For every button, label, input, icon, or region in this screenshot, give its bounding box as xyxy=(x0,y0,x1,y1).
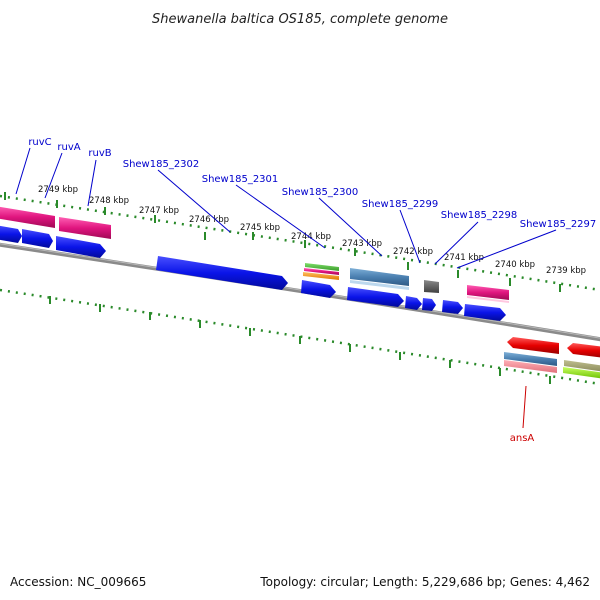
kbp-label: 2745 kbp xyxy=(240,223,280,233)
feature-block-lightpink[interactable] xyxy=(467,296,509,303)
kbp-label: 2741 kbp xyxy=(444,253,484,263)
cds-arrow-forward[interactable] xyxy=(422,298,436,311)
cds-arrow-forward[interactable] xyxy=(156,256,288,290)
feature-block-pink[interactable] xyxy=(304,268,339,275)
kbp-label: 2743 kbp xyxy=(342,239,382,249)
highlight-gene-label[interactable]: ansA xyxy=(510,433,535,444)
gene-label[interactable]: Shew185_2300 xyxy=(282,187,359,198)
feature-block-gray[interactable] xyxy=(424,280,439,293)
feature-block-pink[interactable] xyxy=(467,285,509,300)
gene-label[interactable]: Shew185_2301 xyxy=(202,174,279,185)
feature-block-orange[interactable] xyxy=(303,272,339,280)
genome-backbone xyxy=(0,242,600,342)
gene-label[interactable]: Shew185_2297 xyxy=(520,219,597,230)
feature-block-steel[interactable] xyxy=(504,352,557,366)
feature-block-olive[interactable] xyxy=(564,360,600,372)
gene-label[interactable]: ruvC xyxy=(28,137,51,148)
gene-label[interactable]: Shew185_2299 xyxy=(362,199,439,210)
kbp-label: 2744 kbp xyxy=(291,232,331,242)
cds-arrow-forward[interactable] xyxy=(0,225,22,243)
gene-label[interactable]: ruvB xyxy=(88,148,111,159)
kbp-label: 2742 kbp xyxy=(393,247,433,257)
gene-label[interactable]: Shew185_2298 xyxy=(441,210,518,221)
feature-block-salmon[interactable] xyxy=(504,360,557,373)
cds-arrow-forward[interactable] xyxy=(405,296,422,310)
kbp-labels: 2749 kbp 2748 kbp 2747 kbp 2746 kbp 2745… xyxy=(38,185,586,276)
cds-arrow-forward[interactable] xyxy=(464,304,506,321)
feature-block-steel[interactable] xyxy=(350,268,409,286)
gene-label[interactable]: Shew185_2302 xyxy=(123,159,200,170)
feature-block-lightblue[interactable] xyxy=(350,280,409,290)
cds-arrow-forward[interactable] xyxy=(301,280,336,298)
gene-leader-lines xyxy=(15,147,557,269)
kbp-label: 2747 kbp xyxy=(139,206,179,216)
kbp-label: 2740 kbp xyxy=(495,260,535,270)
gene-block-pink[interactable] xyxy=(0,206,55,228)
cds-arrow-reverse[interactable] xyxy=(567,343,600,358)
lower-major-ticks xyxy=(49,296,551,384)
gene-block-pink[interactable] xyxy=(59,217,111,239)
kbp-label: 2749 kbp xyxy=(38,185,78,195)
kbp-label: 2748 kbp xyxy=(89,196,129,206)
upper-major-ticks xyxy=(4,192,561,292)
cds-arrow-forward[interactable] xyxy=(56,236,106,258)
highlight-leader-line xyxy=(522,385,527,429)
cds-arrow-forward[interactable] xyxy=(442,300,463,314)
cds-arrow-forward[interactable] xyxy=(22,229,53,248)
kbp-label: 2746 kbp xyxy=(189,215,229,225)
cds-arrow-forward[interactable] xyxy=(347,287,404,307)
accession-text: Accession: NC_009665 xyxy=(10,575,146,589)
gene-labels: ruvC ruvA ruvB Shew185_2302 Shew185_2301… xyxy=(28,137,596,230)
cds-arrow-reverse[interactable] xyxy=(507,337,559,354)
genome-summary-text: Topology: circular; Length: 5,229,686 bp… xyxy=(259,575,590,589)
kbp-label: 2739 kbp xyxy=(546,266,586,276)
feature-block-lime[interactable] xyxy=(563,367,600,379)
feature-block-green[interactable] xyxy=(305,263,339,271)
map-title: Shewanella baltica OS185, complete genom… xyxy=(152,12,448,27)
genome-backbone-highlight xyxy=(0,243,600,339)
gene-label[interactable]: ruvA xyxy=(57,142,80,153)
